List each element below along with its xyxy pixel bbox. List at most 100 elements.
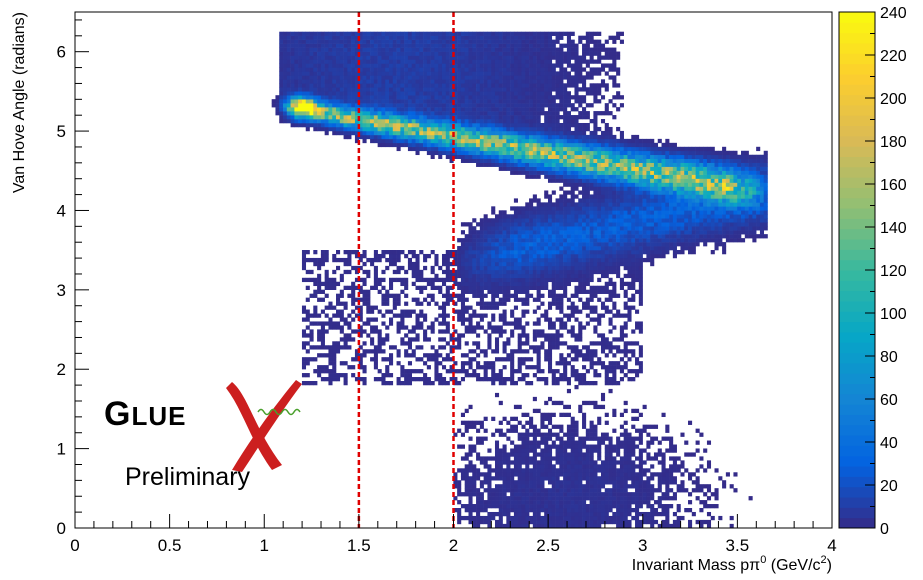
heatmap-cell: [336, 313, 341, 318]
heatmap-cell: [578, 373, 583, 378]
heatmap-cell: [555, 257, 560, 263]
heatmap-cell: [301, 91, 307, 96]
heatmap-cell: [502, 130, 507, 136]
heatmap-cell: [510, 523, 515, 528]
heatmap-cell: [362, 91, 367, 96]
heatmap-cell: [491, 289, 496, 294]
heatmap-cell: [460, 238, 465, 243]
heatmap-cell: [476, 75, 481, 80]
heatmap-cell: [494, 250, 500, 255]
heatmap-cell: [305, 361, 310, 366]
heatmap-cell: [464, 428, 469, 433]
heatmap-cell: [347, 126, 352, 132]
heatmap-cell: [555, 126, 560, 132]
heatmap-cell: [441, 79, 447, 84]
heatmap-cell: [449, 134, 454, 140]
heatmap-cell: [347, 79, 352, 84]
heatmap-cell: [563, 277, 568, 283]
heatmap-cell: [449, 75, 454, 80]
heatmap-cell: [407, 51, 413, 56]
heatmap-cell: [536, 277, 541, 283]
heatmap-cell: [563, 198, 568, 203]
heatmap-cell: [563, 214, 568, 219]
heatmap-cell: [559, 444, 564, 449]
heatmap-cell: [476, 428, 481, 433]
heatmap-cell: [377, 87, 382, 92]
heatmap-cell: [309, 269, 314, 275]
heatmap-cell: [578, 75, 583, 80]
heatmap-cell: [510, 277, 515, 283]
heatmap-cell: [460, 321, 465, 326]
heatmap-cell: [279, 55, 284, 60]
heatmap-cell: [566, 138, 571, 144]
heatmap-cell: [532, 508, 537, 513]
heatmap-cell: [396, 103, 401, 108]
heatmap-cell: [566, 230, 571, 235]
heatmap-cell: [491, 222, 496, 227]
heatmap-cell: [476, 452, 481, 457]
heatmap-cell: [362, 281, 367, 287]
heatmap-cell: [547, 369, 553, 374]
heatmap-cell: [320, 119, 325, 124]
heatmap-cell: [313, 122, 318, 128]
heatmap-cell: [362, 293, 367, 298]
heatmap-cell: [464, 253, 469, 259]
heatmap-cell: [532, 365, 537, 370]
heatmap-cell: [544, 202, 549, 207]
heatmap-cell: [370, 329, 375, 334]
heatmap-cell: [483, 253, 488, 259]
heatmap-cell: [566, 468, 571, 473]
heatmap-cell: [578, 285, 583, 290]
heatmap-cell: [381, 35, 386, 40]
heatmap-cell: [441, 43, 447, 48]
heatmap-cell: [540, 206, 545, 211]
heatmap-cell: [551, 202, 556, 207]
heatmap-cell: [563, 519, 568, 525]
heatmap-cell: [407, 261, 413, 267]
heatmap-cell: [392, 261, 397, 267]
heatmap-cell: [430, 269, 435, 275]
heatmap-cell: [536, 257, 541, 263]
heatmap-cell: [283, 83, 288, 88]
heatmap-cell: [464, 492, 469, 497]
heatmap-cell: [563, 218, 568, 223]
heatmap-cell: [491, 313, 496, 318]
heatmap-cell: [494, 523, 500, 528]
heatmap-cell: [544, 166, 549, 171]
heatmap-cell: [540, 35, 545, 40]
heatmap-cell: [498, 464, 503, 469]
heatmap-cell: [279, 79, 284, 84]
heatmap-cell: [434, 349, 439, 354]
heatmap-cell: [362, 126, 367, 132]
heatmap-cell: [419, 301, 424, 306]
heatmap-cell: [464, 35, 469, 40]
heatmap-cell: [529, 170, 534, 175]
heatmap-cell: [460, 444, 465, 449]
heatmap-cell: [525, 47, 530, 52]
heatmap-cell: [358, 126, 363, 132]
heatmap-cell: [574, 122, 579, 128]
heatmap-cell: [510, 365, 515, 370]
heatmap-cell: [445, 111, 450, 116]
heatmap-cell: [453, 91, 458, 96]
heatmap-cell: [460, 222, 465, 227]
heatmap-cell: [529, 273, 534, 279]
heatmap-cell: [506, 337, 511, 342]
heatmap-cell: [426, 31, 431, 36]
heatmap-cell: [525, 380, 530, 386]
heatmap-cell: [502, 261, 507, 267]
heatmap-cell: [479, 95, 484, 100]
heatmap-cell: [396, 107, 401, 112]
heatmap-cell: [498, 452, 503, 457]
heatmap-cell: [487, 130, 492, 136]
heatmap-cell: [472, 150, 477, 156]
heatmap-cell: [464, 222, 469, 227]
heatmap-cell: [385, 87, 390, 92]
heatmap-cell: [354, 130, 360, 136]
heatmap-cell: [494, 162, 500, 167]
heatmap-cell: [551, 79, 556, 84]
heatmap-cell: [536, 31, 541, 36]
heatmap-cell: [513, 500, 518, 505]
heatmap-cell: [544, 134, 549, 140]
heatmap-cell: [547, 226, 553, 231]
